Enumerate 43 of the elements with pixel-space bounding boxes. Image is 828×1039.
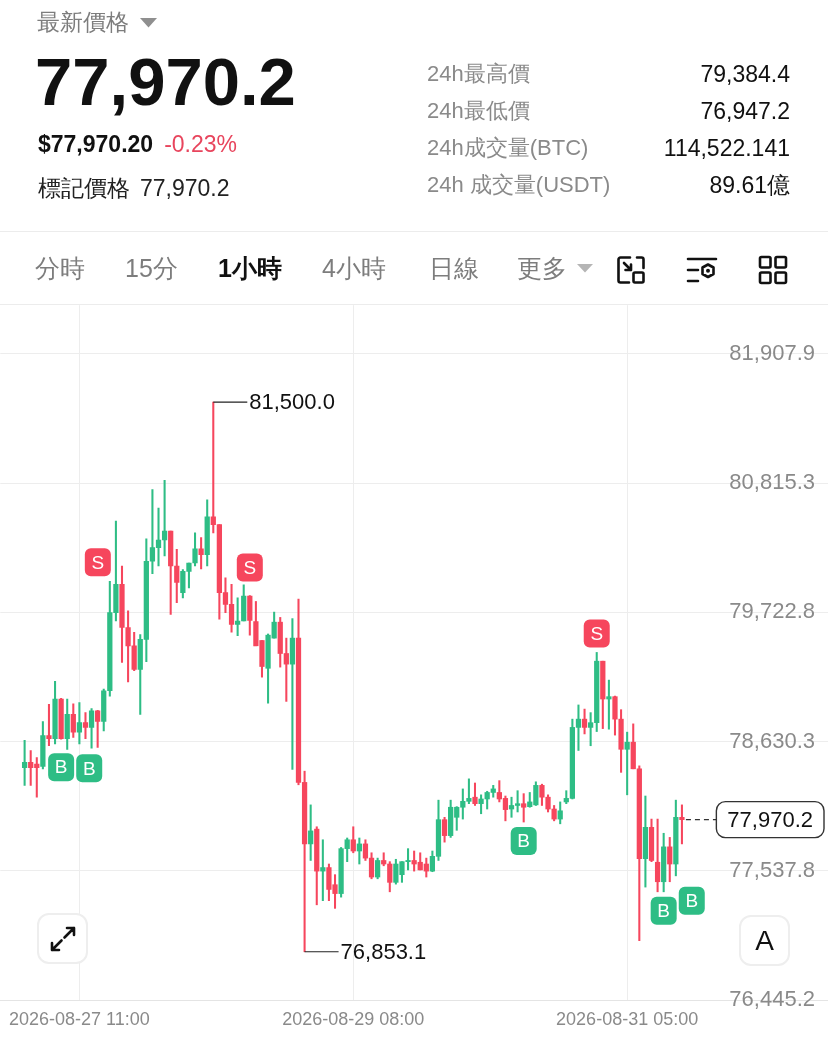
text: 標記價格 bbox=[38, 175, 130, 201]
text: 79,384.4 bbox=[700, 60, 790, 89]
y-tick-label: 76,445.2 bbox=[729, 986, 815, 1012]
text: 89.61億 bbox=[709, 171, 790, 200]
text: 最新價格 bbox=[37, 8, 129, 37]
x-tick-label: 2026-08-29 08:00 bbox=[282, 1008, 425, 1029]
text: -0.23% bbox=[164, 131, 237, 157]
text: 15分 bbox=[125, 253, 178, 284]
text: 77,970.2 bbox=[35, 44, 296, 120]
candlestick bbox=[606, 679, 612, 730]
text: 分時 bbox=[35, 253, 85, 284]
candlestick bbox=[82, 712, 89, 739]
y-tick-label: 77,537.8 bbox=[729, 856, 815, 882]
candlestick bbox=[320, 839, 326, 902]
x-tick-label: 2026-08-31 05:00 bbox=[556, 1008, 699, 1029]
text: 24h成交量(BTC) bbox=[427, 134, 589, 162]
y-tick-label: 79,722.8 bbox=[729, 598, 815, 624]
text: 日線 bbox=[429, 253, 479, 284]
annotation: B bbox=[685, 889, 699, 911]
text: 114,522.141 bbox=[663, 134, 790, 163]
text: $77,970.20 bbox=[38, 131, 154, 157]
y-tick-label: 81,907.9 bbox=[729, 340, 815, 365]
text: 更多 bbox=[517, 253, 567, 284]
text: 1小時 bbox=[218, 253, 282, 284]
annotation: S bbox=[590, 622, 604, 644]
annotation: S bbox=[91, 551, 105, 573]
annotation: 76,853.1 bbox=[340, 938, 427, 964]
y-tick-label: 80,815.3 bbox=[729, 469, 815, 495]
text: 24h 成交量(USDT) bbox=[427, 171, 611, 199]
y-tick-label: 78,630.3 bbox=[729, 727, 815, 753]
annotation: B bbox=[54, 756, 68, 778]
ref-line-label: 77,970.2 bbox=[727, 806, 813, 832]
text: 24h最高價 bbox=[427, 60, 530, 88]
annotation: B bbox=[517, 830, 531, 852]
x-tick-label: 2026-08-27 11:00 bbox=[8, 1008, 150, 1029]
text: 4小時 bbox=[322, 253, 386, 284]
text: 77,970.2 bbox=[140, 175, 230, 201]
text: 76,947.2 bbox=[700, 97, 790, 126]
text: 24h最低價 bbox=[427, 97, 530, 125]
annotation: S bbox=[243, 556, 257, 578]
annotation: B bbox=[82, 757, 96, 779]
annotation: 81,500.0 bbox=[249, 389, 335, 415]
annotation: B bbox=[657, 900, 671, 922]
